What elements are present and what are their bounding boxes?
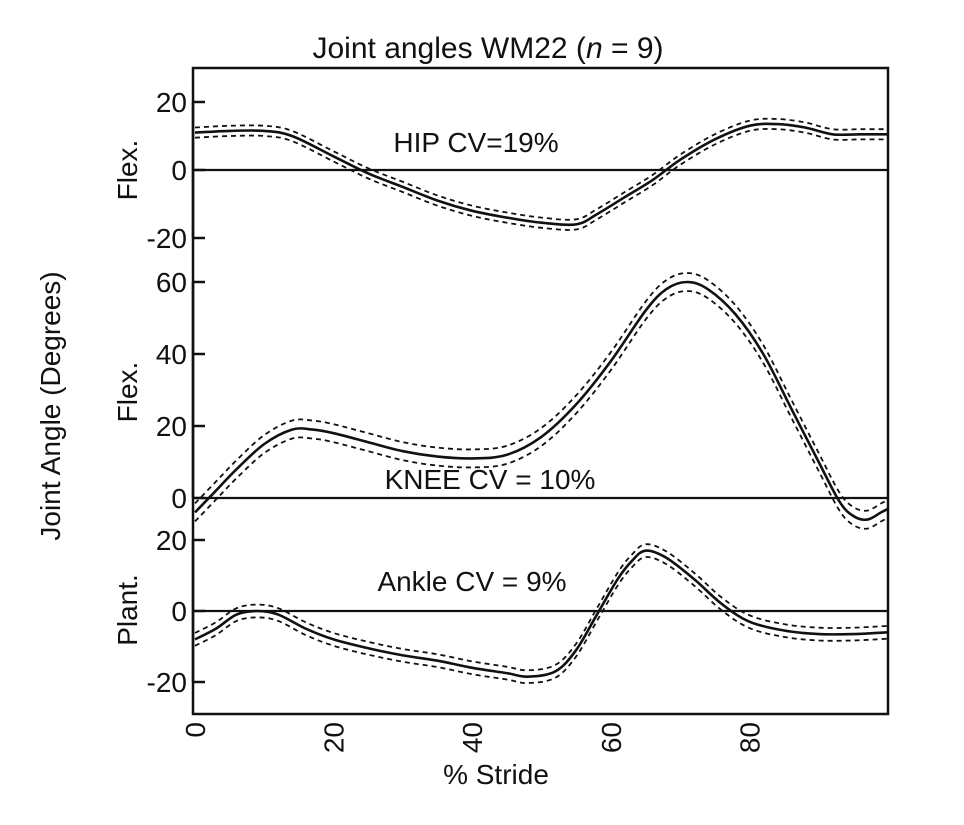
ankle-side-label: Plant.: [112, 574, 143, 646]
chart-panels: 20 0 -20 HIP CV=19% Flex. 60 40 20 0 KNEE CV = 10…: [112, 87, 889, 698]
hip-upper-band: [194, 117, 888, 221]
knee-y-tick-label: 20: [156, 411, 187, 442]
panel-knee: 60 40 20 0 KNEE CV = 10% Flex.: [112, 267, 889, 530]
ankle-upper-band: [194, 543, 889, 672]
x-tick-label: 40: [457, 722, 488, 753]
hip-mean-line: [194, 122, 888, 227]
chart-title-n: n: [586, 32, 603, 65]
ankle-y-tick-label: 0: [171, 596, 187, 627]
hip-y-tick-label: 20: [156, 87, 187, 118]
knee-cv-annotation: KNEE CV = 10%: [385, 464, 596, 495]
ankle-mean-line: [194, 549, 889, 678]
ankle-lower-band: [194, 556, 889, 684]
knee-mean-line: [194, 280, 889, 522]
chart-title-rest: = 9): [603, 32, 664, 65]
knee-y-tick-label: 0: [171, 483, 187, 514]
x-tick-label: 20: [319, 722, 350, 753]
hip-y-tick-label: -20: [147, 223, 187, 254]
x-tick-labels: 0 20 40 60 80: [180, 722, 765, 753]
knee-side-label: Flex.: [112, 362, 143, 423]
knee-y-tick-label: 60: [156, 267, 187, 298]
knee-upper-band: [194, 272, 889, 512]
x-tick-label: 0: [180, 722, 211, 738]
hip-side-label: Flex.: [112, 140, 143, 201]
y-axis-label: Joint Angle (Degrees): [35, 271, 66, 540]
panel-hip: 20 0 -20 HIP CV=19% Flex.: [112, 87, 888, 254]
x-axis-label: % Stride: [443, 759, 549, 790]
hip-cv-annotation: HIP CV=19%: [393, 127, 558, 158]
hip-y-tick-label: 0: [171, 155, 187, 186]
ankle-cv-annotation: Ankle CV = 9%: [377, 566, 566, 597]
ankle-y-tick-label: -20: [147, 667, 187, 698]
chart-title-main: Joint angles WM22 (: [312, 32, 585, 65]
chart-title: Joint angles WM22 (n = 9): [312, 32, 663, 65]
knee-y-tick-label: 40: [156, 339, 187, 370]
hip-lower-band: [194, 128, 888, 231]
panel-ankle: 20 0 -20 Ankle CV = 9% Plant.: [112, 525, 889, 698]
x-tick-label: 80: [734, 722, 765, 753]
x-tick-label: 60: [596, 722, 627, 753]
knee-lower-band: [194, 290, 889, 530]
ankle-y-tick-label: 20: [156, 525, 187, 556]
